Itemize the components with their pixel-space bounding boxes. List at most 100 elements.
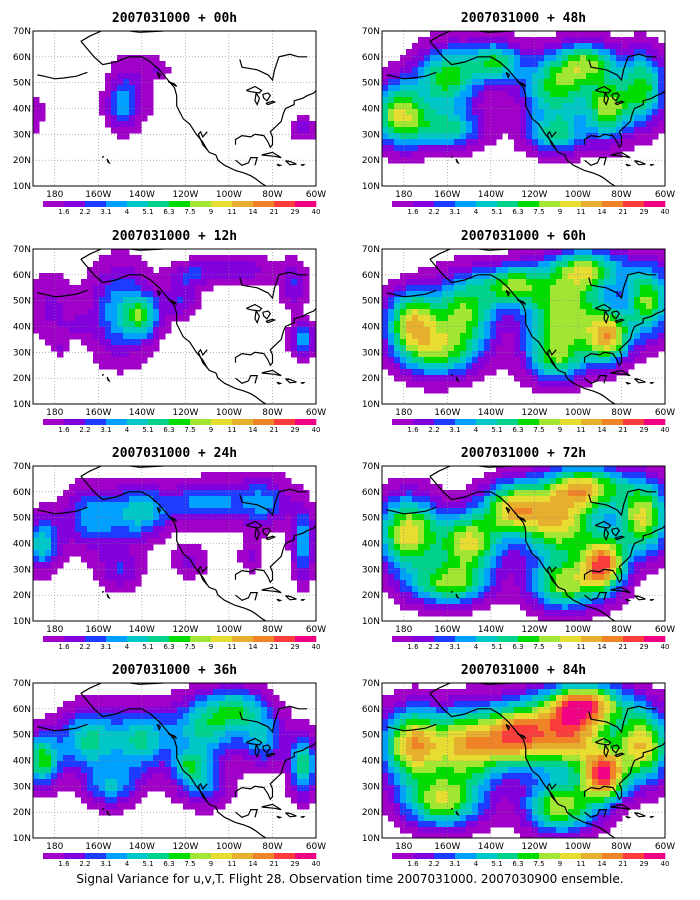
latitude-label: 10N (13, 182, 31, 192)
longitude-label: 180 (46, 625, 63, 635)
colorbar-swatch (85, 853, 107, 859)
colorbar-swatch (43, 201, 65, 207)
colorbar-label: 5.1 (491, 643, 502, 651)
longitude-label: 60W (655, 842, 675, 852)
longitude-label: 120W (172, 408, 198, 418)
panel-title: 2007031000 + 24h (112, 446, 237, 461)
colorbar-swatch (413, 419, 435, 425)
latitude-label: 60N (362, 705, 380, 715)
colorbar-swatch (85, 201, 107, 207)
colorbar-label: 2.2 (79, 860, 90, 868)
latitude-label: 20N (13, 808, 31, 818)
colorbar-swatch (476, 636, 498, 642)
colorbar-label: 3.1 (449, 208, 460, 216)
latitude-label: 20N (13, 591, 31, 601)
colorbar-label: 9 (209, 208, 213, 216)
longitude-label: 160W (85, 408, 111, 418)
map-frame (32, 30, 317, 187)
longitude-label: 120W (521, 625, 547, 635)
colorbar-swatch (539, 636, 561, 642)
colorbar-swatch (295, 636, 317, 642)
colorbar-swatch (497, 853, 519, 859)
colorbar-swatch (455, 636, 477, 642)
colorbar-swatch (190, 419, 212, 425)
panel-title: 2007031000 + 48h (461, 11, 586, 26)
colorbar-label: 1.6 (58, 426, 70, 434)
map-panel-24h: 2007031000 + 24h 70N 60N 50N 40N 30N 20N 10N 180… (13, 446, 326, 651)
colorbar-label: 4 (474, 208, 479, 216)
latitude-label: 60N (13, 488, 31, 498)
longitude-label: 140W (478, 625, 504, 635)
colorbar-label: 6.3 (163, 208, 174, 216)
colorbar: 1.6 2.2 3.1 4 5.1 6.3 7.5 9 11 14 21 29 40 (43, 419, 320, 434)
colorbar-swatch (413, 853, 435, 859)
longitude-label: 100W (565, 408, 591, 418)
colorbar-swatch (518, 636, 540, 642)
latitude-label: 30N (13, 348, 31, 358)
colorbar-label: 29 (640, 860, 649, 868)
latitude-label: 70N (13, 245, 31, 255)
colorbar-swatch (455, 201, 477, 207)
longitude-label: 80W (611, 842, 631, 852)
latitude-label: 60N (362, 53, 380, 63)
longitude-label: 60W (655, 408, 675, 418)
colorbar-label: 5.1 (491, 860, 502, 868)
longitude-label: 80W (262, 190, 282, 200)
colorbar-swatch (602, 201, 624, 207)
map-frame (381, 30, 666, 187)
latitude-label: 60N (13, 53, 31, 63)
colorbar-swatch (148, 201, 170, 207)
colorbar-label: 11 (228, 860, 237, 868)
colorbar-label: 40 (312, 208, 321, 216)
longitude-label: 120W (521, 408, 547, 418)
variance-shading (33, 683, 316, 816)
colorbar-swatch (43, 419, 65, 425)
latitude-label: 10N (13, 617, 31, 627)
colorbar-label: 21 (619, 643, 628, 651)
colorbar-swatch (232, 853, 254, 859)
colorbar: 1.6 2.2 3.1 4 5.1 6.3 7.5 9 11 14 21 29 40 (43, 636, 320, 651)
variance-shading (382, 249, 665, 394)
colorbar-swatch (148, 419, 170, 425)
colorbar-swatch (392, 201, 414, 207)
colorbar-swatch (434, 636, 456, 642)
map-panel-48h: 2007031000 + 48h 70N 60N 50N 40N 30N 20N 10N 180… (362, 11, 675, 216)
latitude-label: 10N (362, 834, 380, 844)
colorbar-swatch (434, 201, 456, 207)
colorbar-swatch (274, 201, 296, 207)
colorbar-label: 5.1 (142, 643, 153, 651)
latitude-label: 40N (362, 757, 380, 767)
panel-title: 2007031000 + 12h (112, 229, 237, 244)
colorbar-swatch (560, 853, 582, 859)
gridlines (33, 31, 316, 186)
longitude-label: 100W (216, 408, 242, 418)
colorbar-swatch (392, 636, 414, 642)
map-panel-60h: 2007031000 + 60h 70N 60N 50N 40N 30N 20N 10N 180… (362, 229, 675, 434)
longitude-label: 100W (216, 190, 242, 200)
colorbar-label: 1.6 (407, 426, 419, 434)
colorbar-swatch (127, 853, 149, 859)
colorbar-label: 6.3 (163, 643, 174, 651)
colorbar: 1.6 2.2 3.1 4 5.1 6.3 7.5 9 11 14 21 29 40 (392, 853, 669, 868)
latitude-label: 30N (362, 130, 380, 140)
variance-shading (33, 55, 316, 140)
colorbar-swatch (253, 201, 275, 207)
longitude-label: 140W (129, 190, 155, 200)
colorbar-swatch (64, 419, 86, 425)
longitude-label: 60W (655, 625, 675, 635)
colorbar-label: 40 (312, 643, 321, 651)
colorbar-swatch (43, 853, 65, 859)
colorbar-label: 4 (474, 860, 479, 868)
colorbar-label: 21 (270, 208, 279, 216)
latitude-label: 20N (362, 156, 380, 166)
latitude-label: 70N (362, 679, 380, 689)
map-frame (381, 682, 666, 839)
colorbar-label: 21 (619, 426, 628, 434)
colorbar-swatch (43, 636, 65, 642)
variance-shading (33, 472, 316, 593)
longitude-label: 140W (129, 625, 155, 635)
latitude-label: 40N (13, 757, 31, 767)
colorbar-swatch (497, 419, 519, 425)
coastlines (386, 31, 665, 186)
colorbar-swatch (623, 636, 645, 642)
